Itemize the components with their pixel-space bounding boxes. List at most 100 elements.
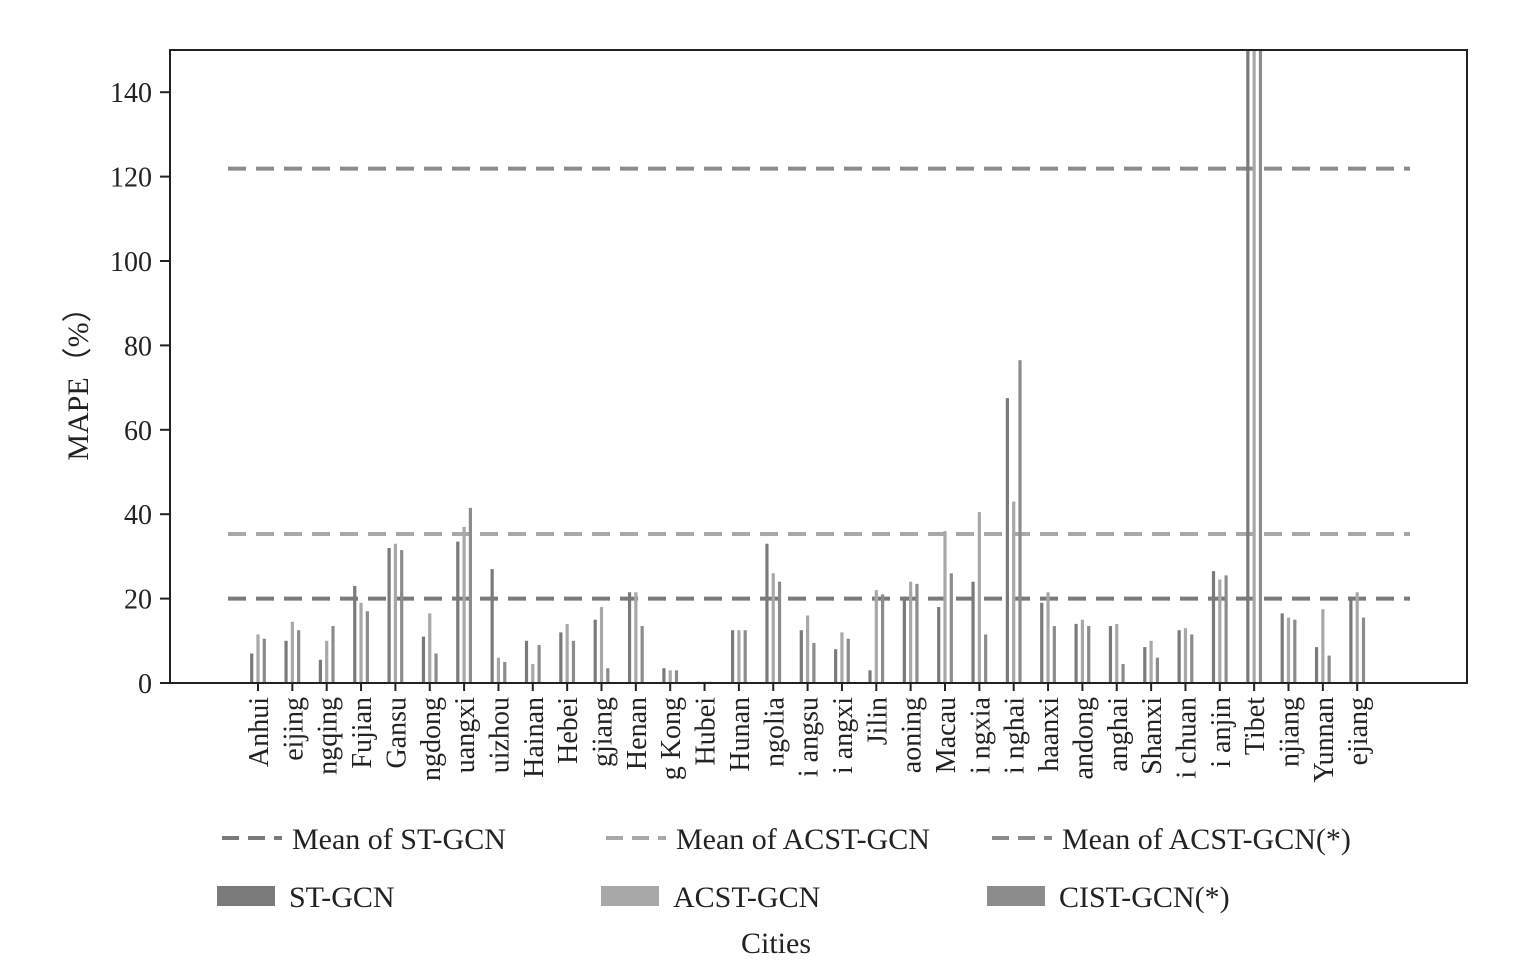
bar: [325, 640, 329, 683]
legend-color-swatch: [601, 886, 659, 906]
x-tick-label: Gansu: [381, 697, 412, 769]
bar: [1246, 50, 1250, 683]
bar: [593, 619, 597, 683]
bar: [1087, 626, 1091, 683]
bar: [571, 640, 576, 683]
bar: [284, 640, 288, 683]
bar: [262, 638, 266, 683]
bars: [250, 50, 1366, 683]
x-tick-label: i chuan: [1171, 697, 1202, 779]
x-tick-label: g Kong: [656, 697, 687, 780]
bar: [765, 543, 769, 683]
y-axis-title: MAPE（%）: [62, 292, 95, 460]
x-tick-label: Shanxi: [1137, 697, 1168, 775]
legend-label: Mean of ACST-GCN(*): [1062, 823, 1351, 856]
x-tick-label: Hainan: [519, 697, 550, 778]
x-tick-label: haanxi: [1034, 697, 1065, 772]
y-tick-label: 40: [124, 500, 152, 531]
bar: [400, 550, 404, 683]
y-tick-label: 60: [124, 416, 152, 447]
bar: [1177, 630, 1181, 683]
bar: [606, 668, 610, 683]
bar: [874, 590, 878, 683]
bar: [331, 626, 335, 683]
bar: [902, 596, 906, 683]
bar: [1280, 613, 1284, 683]
bar: [1321, 609, 1325, 683]
bar: [668, 670, 672, 683]
bar: [1074, 623, 1078, 683]
bar: [868, 670, 872, 683]
x-tick-label: i angxi: [828, 697, 859, 774]
bar: [1190, 634, 1194, 683]
bar: [909, 581, 913, 683]
bar: [490, 569, 494, 683]
x-tick-label: uizhou: [484, 697, 515, 773]
bar: [531, 664, 535, 683]
x-tick-label: Fujian: [347, 697, 378, 769]
bar: [949, 573, 953, 683]
bar: [743, 630, 747, 683]
bar: [462, 526, 466, 683]
bar: [1252, 50, 1256, 683]
x-tick-label: ngolia: [759, 696, 790, 767]
x-tick-label: Hebei: [553, 697, 584, 764]
x-tick-label: i angsu: [794, 697, 825, 777]
x-tick-label: gjiang: [588, 697, 619, 767]
y-tick-label: 0: [138, 669, 152, 700]
legend-label: Mean of ST-GCN: [292, 823, 506, 856]
bar: [777, 581, 782, 683]
bar: [387, 547, 391, 683]
bar: [627, 592, 632, 683]
x-tick-label: i nghai: [1000, 697, 1031, 774]
bar: [984, 634, 988, 683]
y-tick-label: 80: [124, 331, 152, 362]
bar: [731, 630, 735, 683]
x-tick-label: anghai: [1103, 697, 1134, 772]
x-tick-label: Hunan: [725, 697, 756, 772]
bar: [1040, 602, 1044, 683]
bar: [1314, 647, 1319, 683]
bar: [1286, 617, 1291, 683]
bar: [250, 653, 254, 683]
x-tick-label: i ngxia: [965, 696, 996, 774]
bar: [806, 615, 810, 683]
bar: [1183, 628, 1188, 683]
bar: [840, 632, 844, 683]
bar: [1018, 360, 1022, 683]
bar: [297, 630, 301, 683]
bar: [559, 632, 563, 683]
legend-label: Mean of ACST-GCN: [676, 823, 930, 856]
y-axis: 0 20 40 60 80 100 120 140: [110, 78, 170, 700]
x-axis-title: Cities: [741, 927, 811, 960]
x-tick-label: ngdong: [416, 697, 447, 781]
bar: [1108, 626, 1113, 683]
legend-color-swatch: [217, 886, 275, 906]
bar: [318, 659, 322, 683]
bar: [421, 636, 426, 683]
bar: [599, 607, 604, 683]
bar: [737, 630, 741, 683]
bar: [428, 613, 432, 683]
y-tick-label: 100: [110, 247, 152, 278]
bar: [812, 642, 816, 683]
bar: [1293, 619, 1297, 683]
y-tick-label: 20: [124, 585, 152, 616]
x-tick-label: Anhui: [244, 697, 275, 767]
x-tick-label: aoning: [897, 697, 928, 773]
bar: [365, 611, 369, 683]
bar: [468, 507, 472, 683]
bar: [524, 640, 529, 683]
bar: [799, 630, 803, 683]
bar: [834, 649, 838, 683]
plot-frame: [169, 49, 1468, 684]
legend-label: ST-GCN: [289, 881, 395, 914]
x-tick-label: ejiang: [1343, 697, 1374, 765]
x-tick-label: Jilin: [862, 697, 893, 745]
bar: [1143, 647, 1147, 683]
bar: [1052, 626, 1056, 683]
bar: [771, 573, 775, 683]
y-tick-label: 120: [110, 163, 152, 194]
bar: [496, 657, 501, 683]
